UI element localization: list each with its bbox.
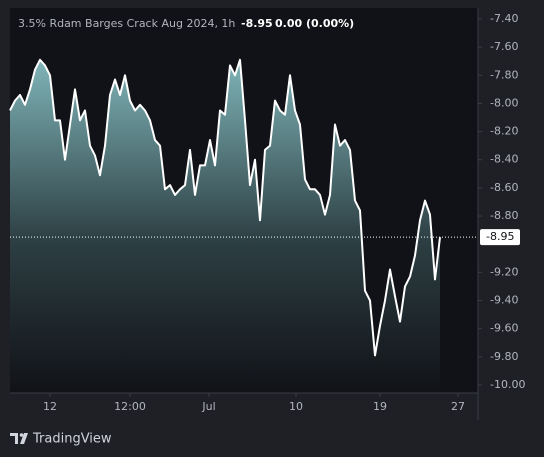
- chart-title: 3.5% Rdam Barges Crack Aug 2024, 1h: [18, 17, 235, 30]
- last-price-label: -8.95: [486, 230, 514, 243]
- last-price: -8.95: [241, 17, 273, 30]
- x-tick-label: Jul: [201, 400, 215, 413]
- x-tick-label: 19: [373, 400, 387, 413]
- y-tick-label: -9.40: [490, 294, 518, 307]
- y-tick-label: -8.00: [490, 96, 518, 109]
- y-tick-label: -7.80: [490, 68, 518, 81]
- x-tick-label: 12: [43, 400, 57, 413]
- x-tick-label: 12:00: [114, 400, 146, 413]
- brand-logo: [10, 433, 28, 444]
- y-tick-label: -8.20: [490, 125, 518, 138]
- brand-name: TradingView: [32, 432, 112, 447]
- y-tick-label: -9.20: [490, 265, 518, 278]
- x-tick-label: 27: [451, 400, 465, 413]
- price-change: 0.00 (0.00%): [275, 17, 354, 30]
- y-tick-label: -8.60: [490, 181, 518, 194]
- area: [10, 59, 440, 394]
- price-line: [9, 58, 441, 357]
- y-tick-label: -9.80: [490, 350, 518, 363]
- y-tick-label: -9.60: [490, 322, 518, 335]
- last-price-box: [480, 229, 520, 246]
- y-tick-label: -8.80: [490, 209, 518, 222]
- y-tick-label: -10.00: [490, 378, 525, 391]
- x-tick-label: 10: [289, 400, 303, 413]
- y-tick-label: -8.40: [490, 153, 518, 166]
- y-tick-label: -7.40: [490, 12, 518, 25]
- y-tick-label: -7.60: [490, 40, 518, 53]
